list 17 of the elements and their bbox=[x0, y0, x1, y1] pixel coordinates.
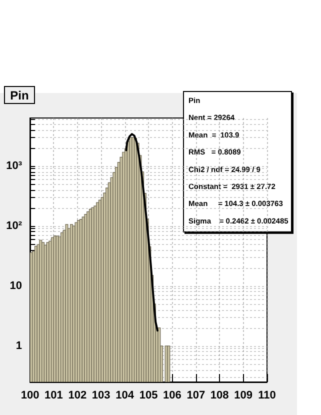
chart-title: Pin bbox=[10, 88, 29, 102]
y-tick-label: 10² bbox=[6, 220, 22, 232]
y-tick-label: 1 bbox=[16, 340, 22, 352]
x-tick-label: 102 bbox=[68, 390, 87, 402]
y-tick-label: 10 bbox=[10, 280, 22, 292]
x-tick-label: 100 bbox=[20, 390, 40, 402]
y-tick-label: 10³ bbox=[6, 160, 22, 172]
x-tick-label: 110 bbox=[258, 390, 276, 402]
x-tick-label: 109 bbox=[234, 390, 252, 402]
x-tick-label: 103 bbox=[92, 390, 110, 402]
x-tick-label: 101 bbox=[44, 390, 63, 402]
x-tick-label: 104 bbox=[116, 390, 135, 402]
x-tick-label: 108 bbox=[210, 390, 229, 402]
line-series bbox=[125, 133, 159, 332]
x-tick-label: 106 bbox=[163, 390, 182, 402]
x-tick-label: 107 bbox=[186, 390, 206, 402]
x-tick-label: 105 bbox=[139, 390, 158, 402]
